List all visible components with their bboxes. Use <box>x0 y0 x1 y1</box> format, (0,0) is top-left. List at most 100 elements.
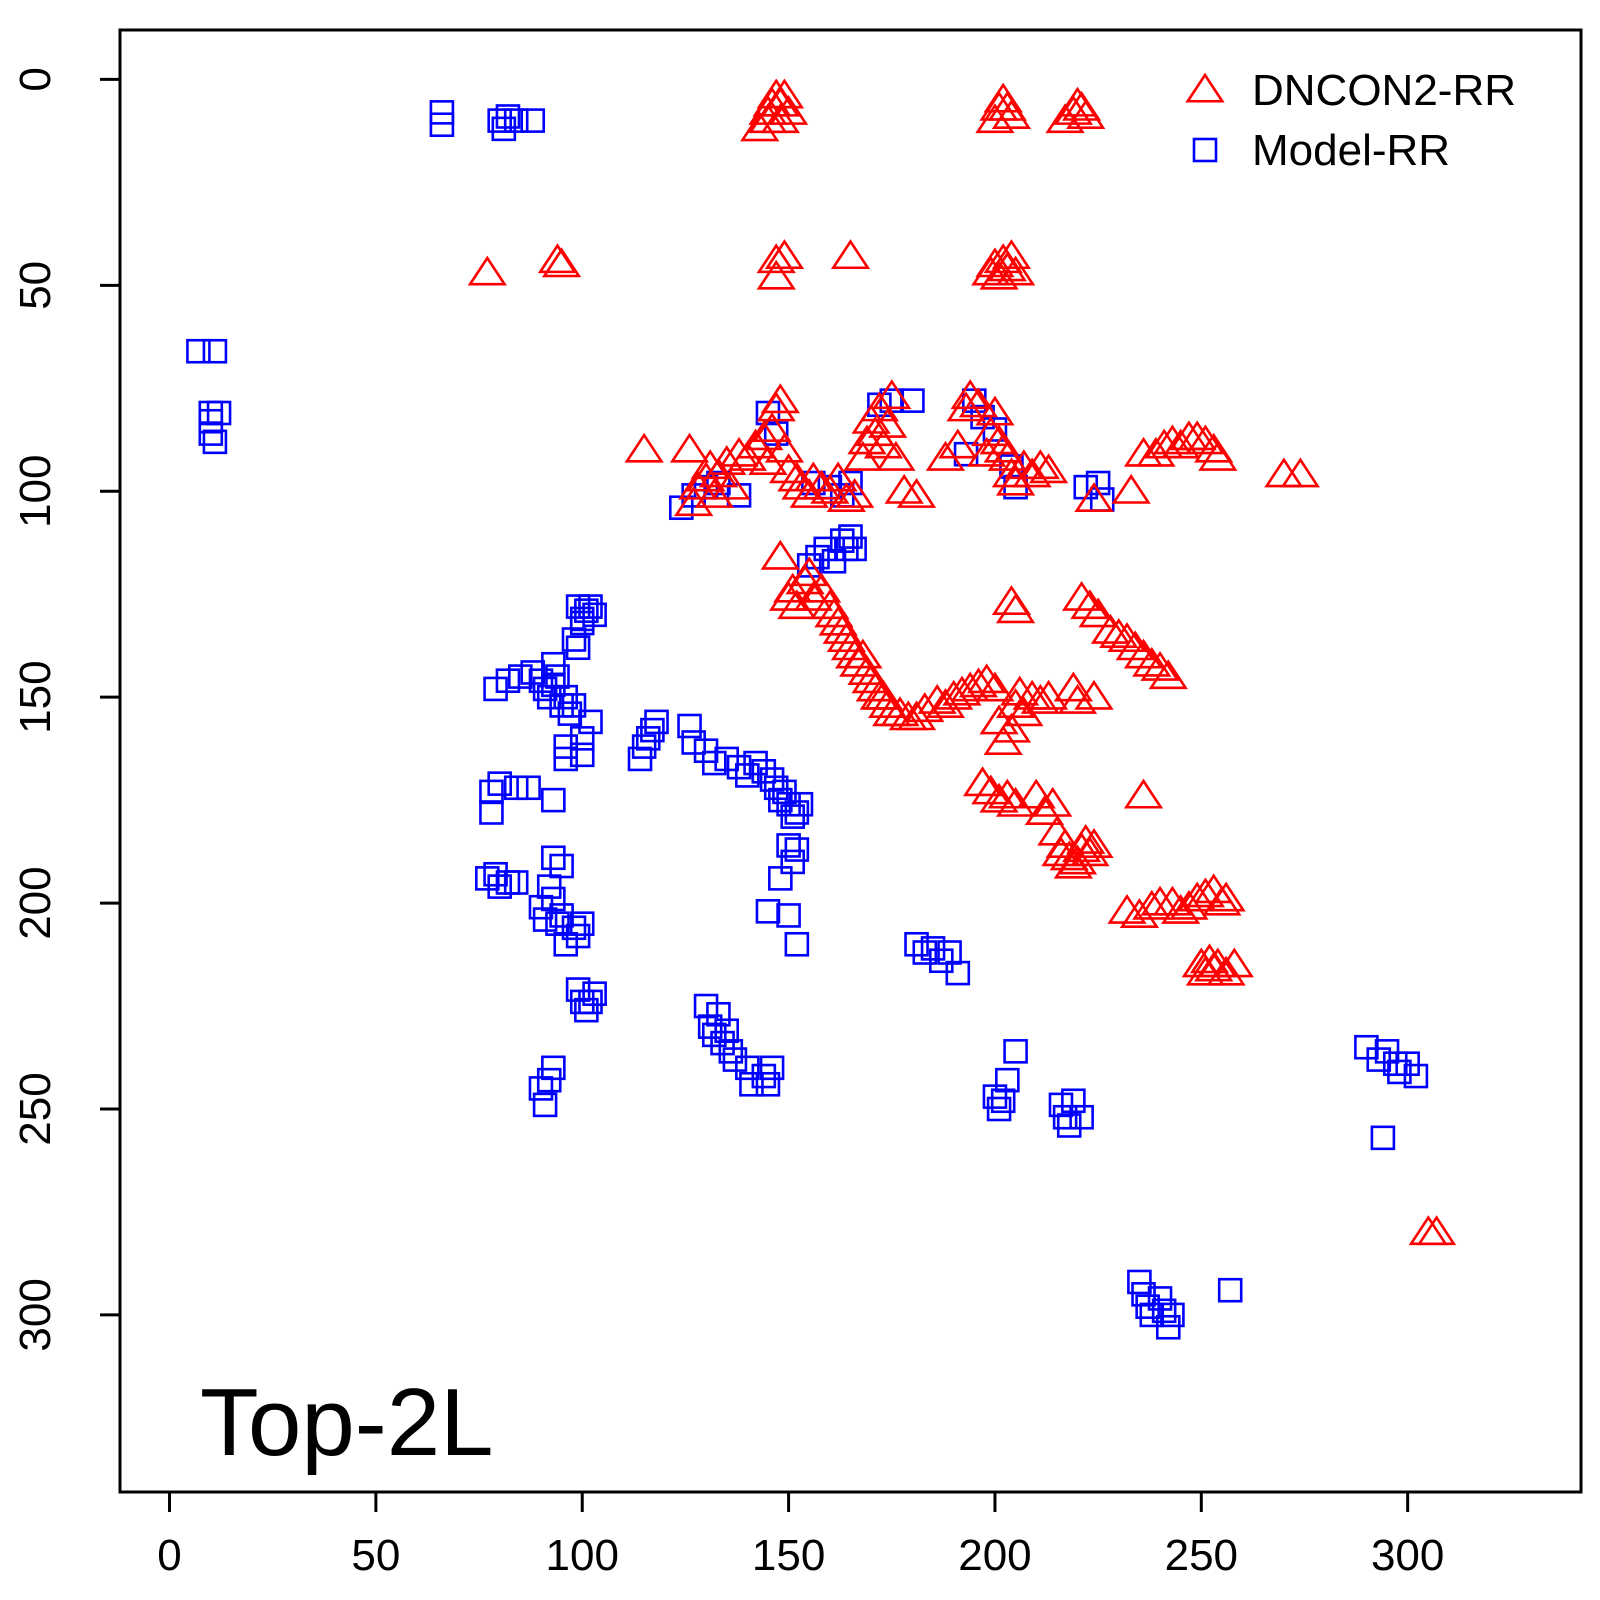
square-point <box>1061 1088 1086 1114</box>
triangle-point <box>991 712 1032 743</box>
triangle-point <box>1012 457 1052 488</box>
triangle-point <box>1090 613 1131 644</box>
square-point <box>1366 1047 1392 1072</box>
square-point <box>1370 1125 1396 1151</box>
triangle-point <box>1107 893 1147 924</box>
square-point <box>735 763 760 788</box>
triangle-point <box>950 671 990 702</box>
triangle-point <box>674 486 714 517</box>
square-point <box>565 923 591 949</box>
square-point <box>503 775 529 801</box>
square-point <box>928 948 954 974</box>
square-point <box>1387 1059 1412 1085</box>
triangle-point <box>1161 428 1201 459</box>
square-point <box>768 866 793 891</box>
triangle-point <box>756 243 796 274</box>
square-point <box>1048 1092 1074 1118</box>
square-point <box>990 1088 1016 1114</box>
square-point <box>706 1001 731 1027</box>
square-point <box>640 717 665 743</box>
square-point <box>1147 1286 1173 1311</box>
y-tick-label: 200 <box>11 866 60 939</box>
square-point <box>829 528 855 553</box>
square-point <box>776 903 801 928</box>
square-point <box>508 664 533 689</box>
panel-label: Top-2L <box>200 1369 494 1476</box>
triangle-point <box>950 379 990 410</box>
square-point <box>784 837 810 862</box>
square-point <box>1131 1282 1156 1307</box>
x-tick-label: 0 <box>157 1531 181 1580</box>
square-point <box>565 594 591 619</box>
triangle-point <box>1028 679 1069 710</box>
triangle-point <box>1037 815 1077 846</box>
square-point <box>578 989 603 1015</box>
triangle-point <box>896 700 937 731</box>
square-point <box>541 1055 566 1081</box>
square-point <box>582 981 607 1006</box>
square-point <box>1127 1269 1152 1295</box>
square-point <box>532 676 558 702</box>
square-point <box>202 338 228 364</box>
x-tick-label: 50 <box>351 1531 400 1580</box>
y-tick-label: 0 <box>11 67 60 91</box>
square-point <box>1374 1039 1400 1064</box>
triangle-point <box>1028 453 1069 484</box>
square-point <box>532 1092 558 1118</box>
triangle-point <box>801 572 842 603</box>
triangle-point <box>1140 650 1180 681</box>
triangle-point <box>975 247 1015 278</box>
triangle-point <box>764 239 805 270</box>
square-point <box>755 899 781 924</box>
triangle-point <box>995 786 1036 817</box>
square-point <box>900 388 925 413</box>
square-point <box>479 779 504 805</box>
square-point <box>714 746 739 772</box>
square-point <box>1403 1063 1429 1089</box>
square-point <box>759 767 785 792</box>
square-point <box>693 993 719 1019</box>
triangle-point <box>1206 955 1246 986</box>
square-point <box>541 845 566 871</box>
square-point <box>755 1071 781 1097</box>
triangle-point <box>1206 881 1246 912</box>
triangle-point <box>896 478 937 508</box>
square-point <box>495 668 521 693</box>
triangle-point <box>1148 659 1188 690</box>
triangle-point <box>975 671 1015 702</box>
square-point <box>553 931 579 957</box>
square-point <box>198 400 224 426</box>
triangle-point <box>1033 786 1073 817</box>
triangle-point <box>768 94 809 125</box>
square-point <box>528 668 554 693</box>
square-point <box>768 787 793 813</box>
square-point <box>772 779 797 805</box>
square-point <box>776 791 801 817</box>
square-point <box>1139 1302 1165 1328</box>
triangle-point <box>995 255 1036 286</box>
triangle-point <box>1177 420 1217 451</box>
triangle-point <box>818 461 858 492</box>
square-point <box>569 911 595 936</box>
triangle-point <box>773 572 813 603</box>
square-point <box>739 1071 764 1097</box>
square-point <box>561 627 587 652</box>
triangle-point <box>1020 449 1061 480</box>
triangle-point <box>1152 885 1193 916</box>
triangle-point <box>971 416 1011 447</box>
triangle-point <box>938 428 978 459</box>
square-point <box>545 911 570 936</box>
triangle-point <box>917 683 957 714</box>
triangle-point <box>781 469 821 500</box>
legend-triangle-icon <box>1185 72 1225 103</box>
triangle-point <box>995 593 1036 624</box>
triangle-point <box>1185 877 1226 908</box>
triangle-point <box>740 111 780 142</box>
square-point <box>838 470 863 496</box>
square-point <box>784 800 810 825</box>
square-point <box>838 524 863 549</box>
triangle-point <box>789 556 829 587</box>
square-point <box>937 940 962 965</box>
square-point <box>776 833 801 858</box>
